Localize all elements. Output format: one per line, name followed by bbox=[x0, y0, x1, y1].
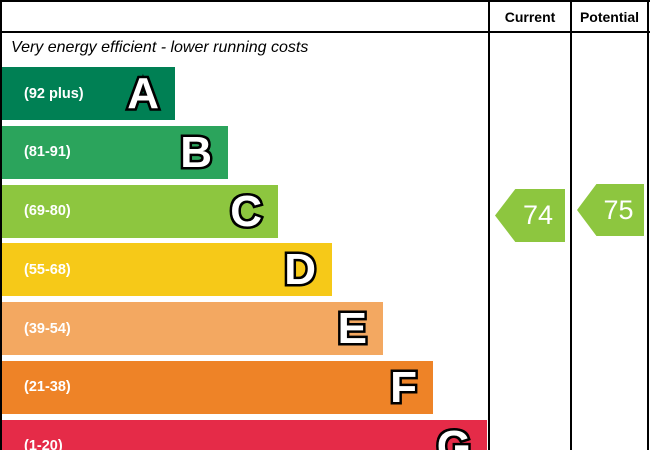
rating-bands: (92 plus) A (81-91) B (69-80) C (55-68) D (39-54… bbox=[2, 67, 488, 450]
band-b: (81-91) B bbox=[2, 125, 228, 179]
band-range-label: (21-38) bbox=[24, 379, 71, 396]
band-letter: B bbox=[178, 125, 215, 179]
band-range-label: (69-80) bbox=[24, 203, 71, 220]
column-divider-potential bbox=[570, 0, 572, 450]
header-row-divider bbox=[0, 31, 650, 33]
band-range-label: (55-68) bbox=[24, 261, 71, 278]
band-letter: F bbox=[388, 360, 420, 414]
table-border-top bbox=[0, 0, 650, 2]
band-letter: D bbox=[282, 243, 319, 297]
current-column-header: Current bbox=[504, 8, 556, 25]
band-letter: E bbox=[335, 302, 369, 356]
band-range-label: (39-54) bbox=[24, 320, 71, 337]
band-g: (1-20) G bbox=[2, 419, 487, 450]
column-divider-current bbox=[488, 0, 490, 450]
band-range-label: (81-91) bbox=[24, 144, 71, 161]
band-letter: A bbox=[125, 67, 162, 121]
band-letter: G bbox=[434, 419, 473, 450]
efficiency-caption-top: Very energy efficient - lower running co… bbox=[11, 39, 309, 56]
band-c: (69-80) C bbox=[2, 184, 278, 238]
potential-column-header: Potential bbox=[579, 8, 640, 25]
potential-rating-arrow: 75 bbox=[577, 184, 644, 236]
band-f: (21-38) F bbox=[2, 360, 433, 414]
table-border-right bbox=[647, 0, 649, 450]
potential-rating-value: 75 bbox=[603, 194, 634, 225]
table-border-left bbox=[0, 0, 2, 450]
band-range-label: (92 plus) bbox=[24, 85, 84, 102]
band-d: (55-68) D bbox=[2, 243, 332, 297]
band-e: (39-54) E bbox=[2, 302, 383, 356]
band-range-label: (1-20) bbox=[24, 438, 63, 450]
band-a: (92 plus) A bbox=[2, 67, 175, 121]
band-letter: C bbox=[228, 184, 265, 238]
current-rating-value: 74 bbox=[522, 200, 554, 230]
current-rating-arrow: 74 bbox=[495, 189, 565, 242]
